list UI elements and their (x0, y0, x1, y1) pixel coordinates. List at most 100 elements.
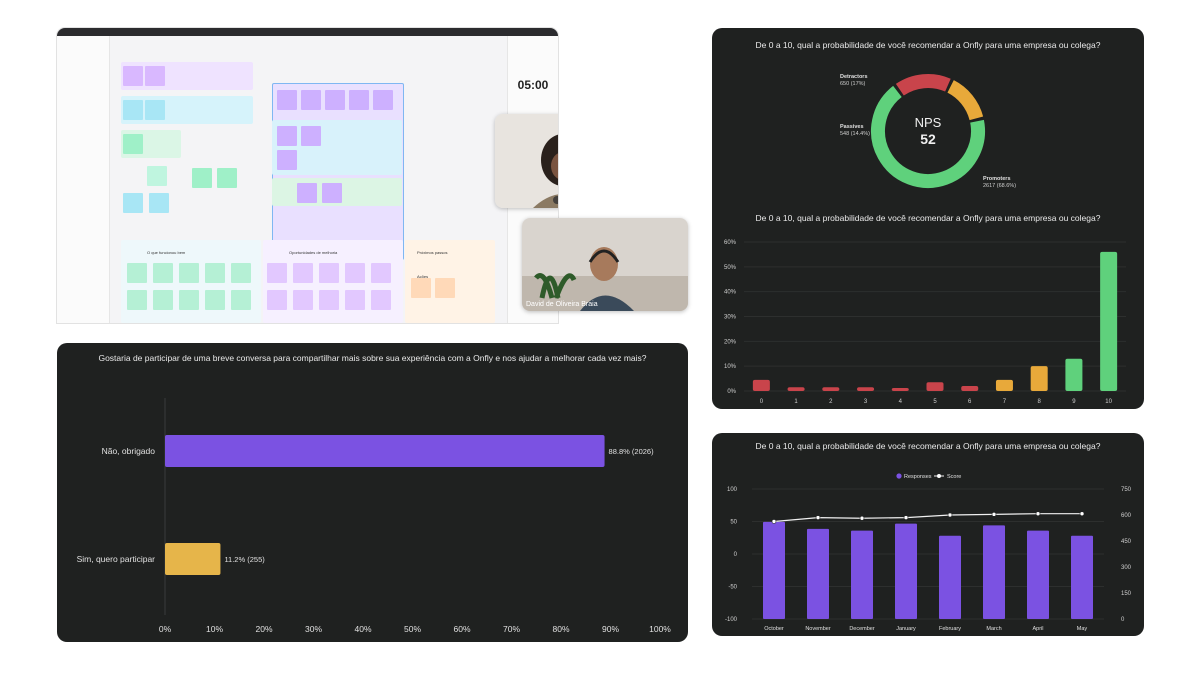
bar (1100, 251, 1118, 391)
score-point (947, 512, 953, 518)
donut-slice (871, 85, 985, 188)
trend-title: De 0 a 10, qual a probabilidade de você … (755, 441, 1101, 451)
bar (1065, 358, 1083, 391)
sticky-note (153, 290, 173, 310)
sticky-note (411, 278, 431, 298)
sticky-note (371, 290, 391, 310)
x-tick-label: 10% (206, 624, 223, 634)
sticky-note (349, 90, 369, 110)
legend-swatch-score (937, 474, 941, 478)
x-tick-label: 3 (864, 399, 868, 405)
x-tick-label: April (1032, 626, 1043, 632)
sticky-note (127, 263, 147, 283)
x-tick-label: 100% (649, 624, 671, 634)
bar (1027, 530, 1049, 619)
x-tick-label: 7 (1003, 399, 1007, 405)
x-tick-label: 30% (305, 624, 322, 634)
score-line (773, 513, 1082, 523)
x-tick-label: 1 (794, 399, 798, 405)
x-tick-label: 0 (760, 399, 764, 405)
sticky-note (277, 126, 297, 146)
sticky-note (145, 100, 165, 120)
x-tick-label: March (986, 626, 1001, 632)
section-title: O que funcionou bem (147, 250, 186, 255)
bar (165, 543, 221, 575)
section-title: Oportunidades de melhoria (289, 250, 338, 255)
nps-label: NPS (915, 115, 942, 130)
bar (891, 388, 909, 391)
bar (926, 382, 944, 391)
x-tick-label: 40% (354, 624, 371, 634)
sticky-note (217, 168, 237, 188)
sticky-note (277, 150, 297, 170)
participant-name: David de Oliveira Braia (526, 301, 598, 308)
bar (1030, 366, 1048, 391)
score-point (771, 519, 777, 524)
score-point (991, 512, 997, 517)
x-tick-label: 80% (552, 624, 569, 634)
x-tick-label: 60% (453, 624, 470, 634)
sticky-note (319, 263, 339, 283)
sticky-note (205, 290, 225, 310)
x-tick-label: November (805, 626, 831, 632)
bar (895, 523, 917, 619)
y-left-tick-label: -100 (725, 617, 738, 623)
board-zone (121, 96, 253, 124)
x-tick-label: 0% (159, 624, 172, 634)
legend-label: Score (947, 474, 961, 480)
y-left-tick-label: -50 (728, 585, 737, 591)
x-tick-label: 2 (829, 399, 833, 405)
donut-slice (895, 74, 951, 96)
nps-value: 52 (920, 131, 936, 147)
x-tick-label: 8 (1038, 399, 1042, 405)
sticky-note (371, 263, 391, 283)
y-right-tick-label: 0 (1121, 617, 1125, 623)
sticky-note (123, 193, 143, 213)
whiteboard-toolbar (57, 28, 558, 36)
legend-label: Responses (904, 474, 932, 480)
score-point (1079, 511, 1085, 516)
section-title: Próximos passos (417, 250, 448, 255)
x-tick-label: 50% (404, 624, 421, 634)
y-tick-label: 30% (724, 315, 737, 321)
y-right-tick-label: 450 (1121, 539, 1132, 545)
sticky-note (231, 263, 251, 283)
slice-name: Passives (840, 124, 864, 130)
sticky-note (322, 183, 342, 203)
sticky-note (267, 290, 287, 310)
slice-name: Detractors (840, 74, 868, 80)
y-tick-label: 60% (724, 240, 737, 246)
sticky-note (277, 90, 297, 110)
bar (983, 525, 1005, 619)
bar (961, 386, 979, 391)
sticky-note (297, 183, 317, 203)
participation-bar-chart: 0% 10% 20% 30% 40% 50% 60% 70% 80% 90% 100% Não, ob… (77, 398, 671, 634)
sticky-note (293, 263, 313, 283)
sticky-note (345, 263, 365, 283)
bar (165, 435, 605, 467)
x-tick-label: 70% (503, 624, 520, 634)
bar (995, 379, 1013, 391)
y-right-tick-label: 150 (1121, 591, 1132, 597)
bar (787, 387, 805, 391)
score-point (859, 515, 865, 521)
y-tick-label: 50% (724, 265, 737, 271)
y-tick-label: 20% (724, 339, 737, 345)
x-tick-label: May (1077, 626, 1088, 632)
distribution-title: De 0 a 10, qual a probabilidade de você … (755, 213, 1101, 223)
bar (807, 528, 829, 619)
board-zone (121, 62, 253, 90)
x-tick-label: 90% (602, 624, 619, 634)
x-tick-label: October (764, 626, 784, 632)
whiteboard-timer: 05:00 (517, 78, 549, 92)
sticky-note (123, 66, 143, 86)
sticky-note (127, 290, 147, 310)
y-left-tick-label: 100 (727, 487, 738, 493)
sticky-note (123, 100, 143, 120)
whiteboard-screenshot: 05:00 O que funcionou bem Oportunidades … (57, 28, 558, 323)
participant-video-icon (495, 114, 558, 208)
donut-slice (947, 80, 984, 121)
x-tick-label: February (939, 626, 961, 632)
whiteboard-layers-panel (57, 36, 110, 323)
